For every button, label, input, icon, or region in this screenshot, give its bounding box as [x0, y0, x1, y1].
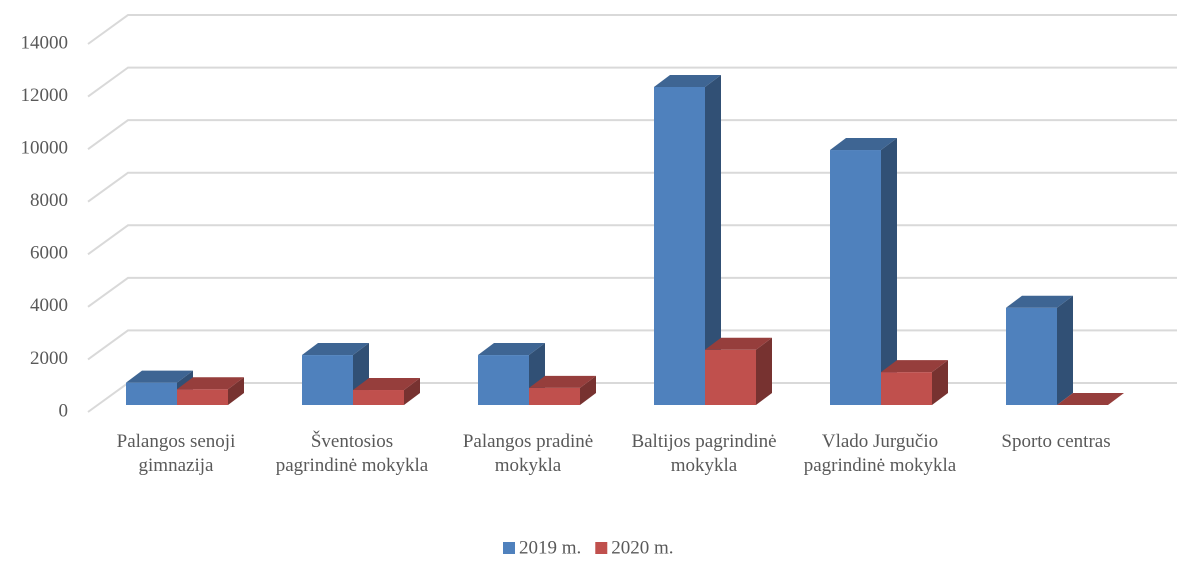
y-tick-label: 2000 — [30, 348, 68, 369]
bar-front — [705, 349, 756, 405]
bar-top — [177, 377, 244, 390]
bar-front — [478, 355, 529, 405]
bar-top — [353, 378, 420, 391]
grid-line — [87, 276, 1177, 308]
grid-line — [87, 14, 1177, 45]
bar-front — [177, 389, 228, 405]
bar-top — [1006, 295, 1073, 308]
bar-side — [881, 138, 897, 405]
bar-top — [529, 375, 596, 388]
bar-top — [830, 138, 897, 151]
bar — [177, 377, 244, 405]
bar-front — [1006, 307, 1057, 405]
bar-side — [705, 74, 721, 405]
bar-front — [302, 355, 353, 405]
y-tick-label: 12000 — [21, 85, 69, 106]
bar-front — [529, 387, 580, 405]
bar-top — [881, 360, 948, 373]
bar-top — [302, 343, 369, 356]
bar-side — [404, 378, 420, 405]
bar-top — [654, 74, 721, 87]
legend-label: 2019 m. — [519, 537, 581, 558]
bar-front — [654, 86, 705, 405]
legend-label: 2020 m. — [611, 537, 673, 558]
bar — [1006, 295, 1073, 405]
x-tick-label: Palangos senoji gimnazija — [116, 431, 236, 476]
x-tick-label: Šventosios pagrindinė mokykla — [275, 431, 429, 476]
grid-line — [87, 119, 1177, 150]
bar-front — [830, 150, 881, 405]
bar — [881, 360, 948, 405]
bar-top — [705, 337, 772, 350]
grid-line — [87, 329, 1177, 361]
bar — [705, 337, 772, 405]
bar — [478, 343, 545, 405]
grid-line — [87, 66, 1177, 98]
x-tick-label: Baltijos pagrindinė mokykla — [631, 431, 777, 476]
bar-top — [478, 343, 545, 356]
bar-side — [756, 337, 772, 405]
bar — [529, 375, 596, 405]
legend-swatch — [503, 542, 515, 554]
x-tick-label: Palangos pradinė mokykla — [462, 431, 594, 476]
x-tick-label: Sporto centras — [1001, 431, 1111, 452]
y-tick-label: 10000 — [21, 138, 69, 159]
y-tick-label: 4000 — [30, 295, 68, 316]
y-tick-label: 6000 — [30, 243, 68, 264]
bar-side — [228, 377, 244, 405]
legend-swatch — [595, 542, 608, 554]
y-tick-label: 14000 — [21, 32, 69, 53]
grid-line — [87, 224, 1177, 256]
y-tick-label: 8000 — [30, 190, 68, 211]
bar-top — [126, 370, 193, 383]
bar-top — [1057, 393, 1124, 405]
bar — [1057, 393, 1124, 405]
bar — [353, 378, 420, 405]
bar-front — [881, 372, 932, 405]
bar — [654, 74, 721, 405]
bar — [830, 138, 897, 405]
bar-side — [932, 360, 948, 405]
x-tick-label: Vlado Jurgučio pagrindinė mokykla — [803, 431, 957, 476]
grid-line — [87, 171, 1177, 203]
y-tick-label: 0 — [59, 400, 69, 421]
bar-front — [353, 390, 404, 405]
bar-front — [126, 382, 177, 405]
bar-side — [1057, 295, 1073, 405]
bar-side — [580, 375, 596, 405]
